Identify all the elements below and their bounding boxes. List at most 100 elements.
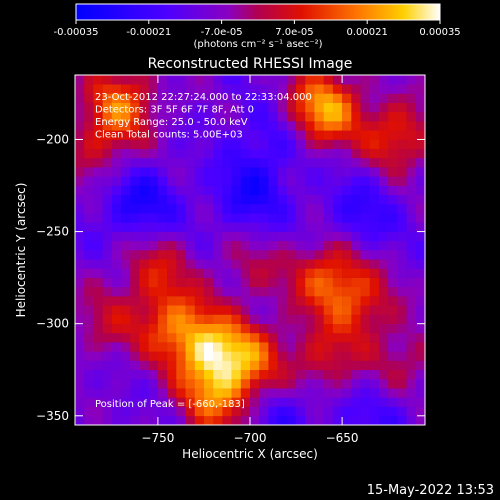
heatmap-cell <box>305 332 315 343</box>
heatmap-cell <box>360 342 371 352</box>
heatmap-cell <box>111 231 122 242</box>
heatmap-cell <box>111 305 122 315</box>
heatmap-cell <box>203 185 214 196</box>
heatmap-cell <box>111 397 122 407</box>
heatmap-cell <box>286 351 297 361</box>
heatmap-cell <box>176 277 186 288</box>
heatmap-cell <box>323 286 334 297</box>
heatmap-cell <box>240 222 251 232</box>
heatmap-cell <box>222 240 232 251</box>
heatmap-cell <box>342 222 352 232</box>
heatmap-cell <box>93 378 103 389</box>
heatmap-cell <box>378 277 389 288</box>
heatmap-cell <box>406 176 417 186</box>
heatmap-cell <box>111 378 122 389</box>
heatmap-cell <box>351 305 361 315</box>
heatmap-cell <box>139 84 149 94</box>
heatmap-cell <box>360 93 371 103</box>
heatmap-cell <box>277 121 288 131</box>
heatmap-cell <box>268 388 278 398</box>
heatmap-cell <box>268 84 278 94</box>
heatmap-cell <box>378 378 389 389</box>
heatmap-cell <box>342 286 352 297</box>
heatmap-cell <box>194 194 205 205</box>
heatmap-cell <box>378 139 389 149</box>
heatmap-cell <box>268 75 278 85</box>
heatmap-cell <box>286 277 297 288</box>
heatmap-cell <box>259 185 269 196</box>
heatmap-cell <box>93 130 103 140</box>
heatmap-cell <box>121 268 131 278</box>
heatmap-cell <box>167 121 177 131</box>
heatmap-cell <box>167 157 177 168</box>
heatmap-cell <box>305 231 315 242</box>
heatmap-cell <box>222 231 232 242</box>
heatmap-cell <box>167 305 177 315</box>
heatmap-cell <box>157 203 168 214</box>
heatmap-cell <box>286 250 297 260</box>
heatmap-cell <box>148 314 159 324</box>
heatmap-cell <box>121 157 131 168</box>
heatmap-cell <box>360 305 371 315</box>
heatmap-cell <box>102 111 113 122</box>
heatmap-cell <box>130 111 140 122</box>
heatmap-cell <box>415 194 425 205</box>
heatmap-cell <box>231 176 242 186</box>
heatmap-cell <box>259 157 269 168</box>
heatmap-cell <box>240 148 251 159</box>
heatmap-cell <box>130 167 140 177</box>
heatmap-cell <box>167 323 177 334</box>
heatmap-cell <box>259 378 269 389</box>
heatmap-cell <box>231 305 242 315</box>
colorbar-tick-label: 0.00035 <box>419 27 460 38</box>
heatmap-cell <box>259 176 269 186</box>
heatmap-cell <box>250 397 260 407</box>
heatmap-cell <box>397 121 407 131</box>
heatmap-cell <box>332 157 343 168</box>
heatmap-cell <box>369 93 380 103</box>
heatmap-cell <box>397 296 407 306</box>
heatmap-cell <box>213 314 223 324</box>
heatmap-cell <box>296 84 306 94</box>
heatmap-cell <box>250 157 260 168</box>
heatmap-cell <box>406 203 417 214</box>
heatmap-cell <box>286 222 297 232</box>
heatmap-cell <box>203 176 214 186</box>
heatmap-cell <box>176 157 186 168</box>
heatmap-cell <box>93 139 103 149</box>
heatmap-cell <box>332 351 343 361</box>
heatmap-cell <box>296 406 306 417</box>
heatmap-cell <box>231 415 242 425</box>
heatmap-cell <box>121 286 131 297</box>
heatmap-cell <box>240 369 251 380</box>
heatmap-cell <box>314 342 324 352</box>
heatmap-cell <box>139 259 149 269</box>
heatmap-cell <box>139 231 149 242</box>
heatmap-cell <box>75 231 85 242</box>
heatmap-cell <box>222 286 232 297</box>
heatmap-cell <box>139 240 149 251</box>
heatmap-cell <box>157 268 168 278</box>
heatmap-cell <box>250 102 260 113</box>
heatmap-cell <box>296 176 306 186</box>
heatmap-cell <box>360 139 371 149</box>
heatmap-cell <box>323 332 334 343</box>
heatmap-cell <box>250 305 260 315</box>
heatmap-cell <box>296 240 306 251</box>
heatmap-cell <box>84 93 94 103</box>
heatmap-cell <box>213 75 223 85</box>
heatmap-cell <box>157 351 168 361</box>
colorbar-frame <box>75 3 441 21</box>
heatmap-cell <box>332 222 343 232</box>
heatmap-cell <box>415 102 425 113</box>
heatmap-cell <box>314 415 324 425</box>
heatmap-cell <box>222 157 232 168</box>
heatmap-cell <box>121 406 131 417</box>
heatmap-cell <box>240 378 251 389</box>
heatmap-cell <box>259 415 269 425</box>
heatmap-cell <box>369 332 380 343</box>
heatmap-cell <box>388 259 398 269</box>
heatmap-cell <box>406 305 417 315</box>
heatmap-cell <box>203 148 214 159</box>
heatmap-cell <box>360 213 371 223</box>
